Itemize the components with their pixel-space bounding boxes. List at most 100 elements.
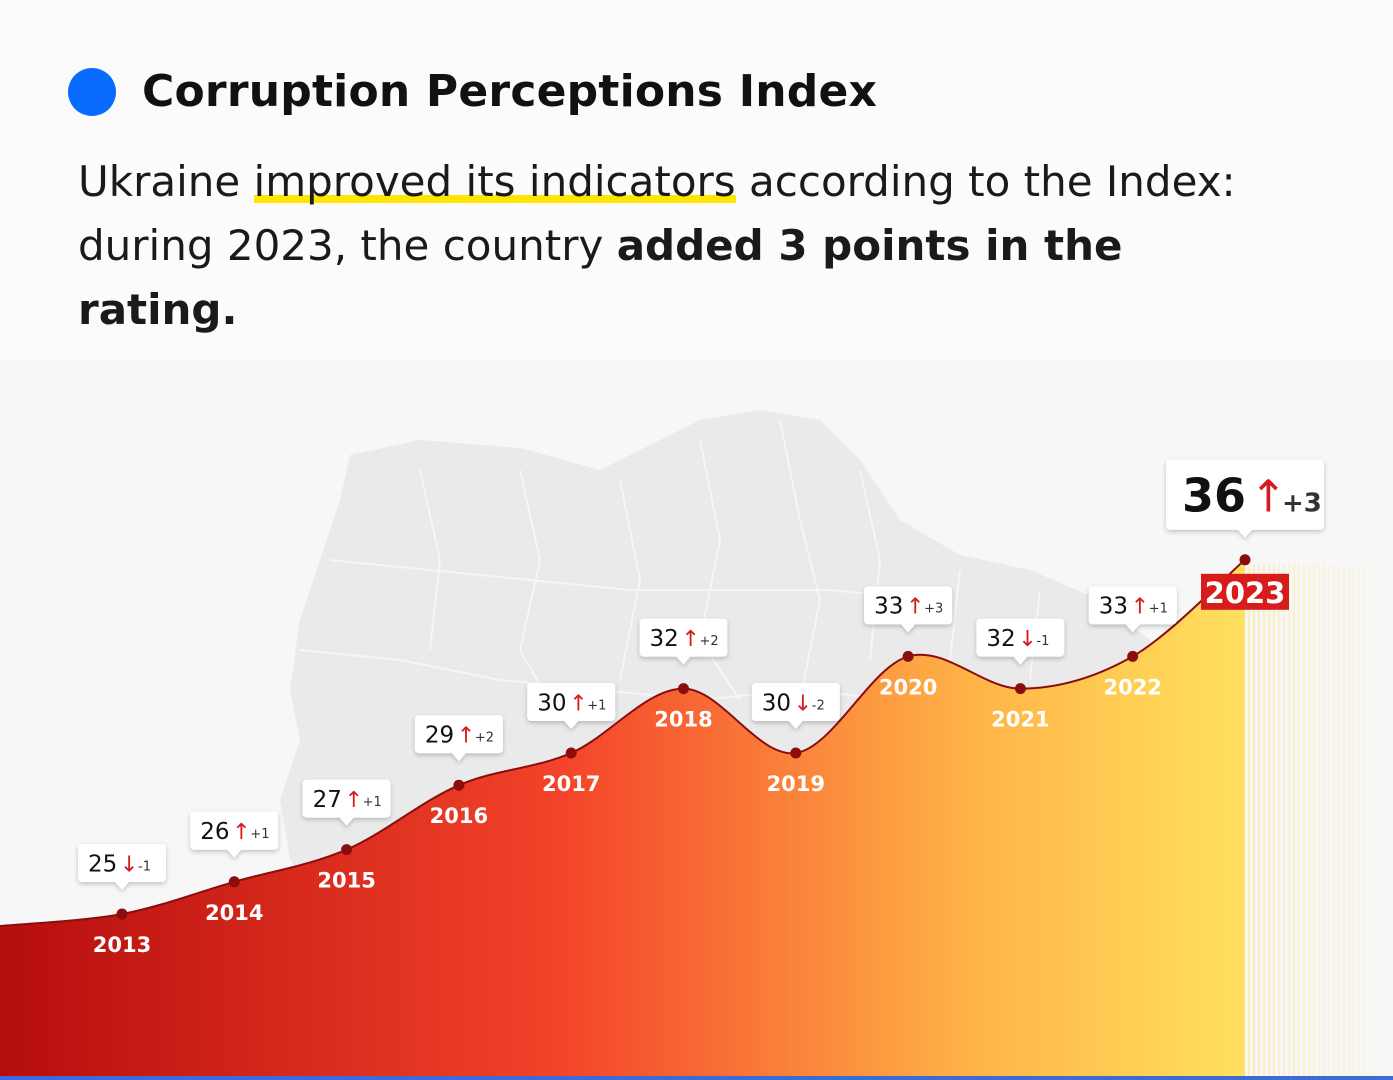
arrow-up-icon: ↑ — [232, 820, 250, 845]
data-point-group: 36 ↑+3 2023 — [1166, 459, 1324, 610]
data-point — [678, 683, 689, 695]
change-label: +2 — [475, 730, 494, 745]
callout-pointer — [1238, 529, 1252, 538]
value-label: 26 — [200, 819, 229, 845]
arrow-down-icon: ↓ — [794, 691, 812, 716]
data-point — [228, 876, 240, 888]
value-label: 27 — [313, 787, 342, 813]
change-label: -1 — [1036, 634, 1049, 649]
value-callout — [527, 683, 616, 729]
year-label: 2013 — [93, 933, 151, 957]
data-point — [902, 650, 914, 662]
data-point — [453, 779, 465, 791]
value-callout — [1088, 586, 1177, 633]
value-label: 32 — [986, 626, 1015, 652]
change-label: -2 — [812, 698, 825, 713]
year-label: 2022 — [1103, 675, 1161, 699]
data-point-group: 33 ↑ +1 2022 — [1088, 586, 1177, 699]
year-label: 2017 — [542, 772, 600, 796]
callout-pointer — [676, 656, 691, 665]
callout-box — [302, 779, 391, 818]
value-callout — [302, 779, 391, 826]
value-callout — [1166, 459, 1324, 538]
data-point — [1014, 683, 1026, 695]
arrow-up-icon: ↑ — [682, 627, 700, 652]
data-point-group: 26 ↑ +1 2014 — [190, 811, 279, 925]
year-label: 2015 — [317, 869, 375, 893]
area-fill — [0, 559, 1245, 1076]
subtitle-text-1: Ukraine — [78, 157, 254, 206]
bottom-border — [0, 1076, 1393, 1080]
value-label: 36 — [1182, 468, 1246, 522]
data-point-group: 33 ↑ +3 2020 — [864, 586, 953, 699]
value-callout — [639, 618, 728, 665]
data-point — [1127, 650, 1139, 662]
title-row: Corruption Perceptions Index — [68, 66, 877, 117]
data-point-group: 29 ↑ +2 2016 — [414, 715, 503, 828]
arrow-up-icon: ↑ — [569, 691, 587, 716]
callout-box — [864, 586, 953, 625]
subtitle-text-2: according to the Index: during 2023, the… — [78, 157, 1236, 270]
value-callout — [190, 811, 279, 858]
data-point-group: 32 ↑ +2 2018 — [639, 618, 728, 732]
year-label: 2023 — [1205, 576, 1286, 610]
callout-pointer — [115, 882, 129, 890]
data-point — [341, 844, 353, 856]
stripes-decoration — [1248, 565, 1390, 1076]
bullet-dot-icon — [68, 67, 116, 116]
callout-box — [78, 844, 166, 882]
data-point-group: 32 ↓ -1 2021 — [976, 618, 1065, 732]
arrow-up-icon: ↑ — [457, 723, 475, 748]
change-label: +1 — [1149, 602, 1168, 617]
change-label: +1 — [587, 698, 606, 713]
change-label: +3 — [1282, 488, 1322, 518]
callout-box — [976, 618, 1065, 657]
value-label: 33 — [1099, 594, 1128, 620]
value-label: 33 — [874, 594, 903, 620]
year-label: 2019 — [767, 772, 825, 796]
header: Corruption Perceptions Index Ukraine imp… — [0, 0, 1393, 360]
value-callout — [78, 844, 166, 890]
value-label: 25 — [88, 851, 117, 877]
callout-pointer — [564, 721, 579, 729]
data-point-group: 30 ↑ +1 2017 — [527, 683, 616, 796]
arrow-down-icon: ↓ — [120, 852, 138, 877]
data-point — [790, 747, 802, 759]
year-label: 2014 — [205, 901, 263, 925]
value-label: 29 — [425, 722, 454, 748]
callout-box — [414, 715, 503, 754]
value-label: 32 — [650, 626, 679, 652]
value-callout — [976, 618, 1065, 665]
data-point — [116, 908, 128, 920]
arrow-up-icon: ↑ — [1131, 595, 1149, 620]
year-label: 2016 — [430, 804, 488, 828]
data-point-group: 25 ↓ -1 2013 — [78, 844, 166, 957]
year-label: 2020 — [879, 675, 937, 699]
change-label: +3 — [924, 602, 943, 617]
change-label: +1 — [363, 795, 382, 810]
data-point-group: 30 ↓ -2 2019 — [751, 683, 840, 796]
data-point — [565, 747, 577, 759]
value-callout — [414, 715, 503, 762]
callout-box — [751, 683, 840, 721]
change-label: -1 — [138, 859, 151, 874]
data-point — [1239, 554, 1251, 566]
callout-pointer — [1013, 656, 1028, 665]
year-badge — [1201, 573, 1289, 610]
callout-pointer — [901, 624, 916, 633]
arrow-up-icon: ↑ — [345, 788, 363, 813]
callout-pointer — [339, 817, 354, 826]
value-label: 30 — [762, 690, 791, 716]
page-title: Corruption Perceptions Index — [142, 66, 878, 117]
change-label: +2 — [700, 634, 719, 649]
change-label: +1 — [250, 827, 269, 842]
value-label: 30 — [537, 690, 566, 716]
arrow-up-icon: ↑ — [906, 595, 924, 620]
callout-box — [190, 811, 279, 850]
value-callout — [864, 586, 953, 633]
arrow-up-icon: ↑ — [1250, 471, 1287, 522]
value-callout — [751, 683, 840, 729]
arrow-down-icon: ↓ — [1018, 627, 1036, 652]
callout-box — [1166, 459, 1324, 530]
year-label: 2018 — [654, 708, 712, 732]
